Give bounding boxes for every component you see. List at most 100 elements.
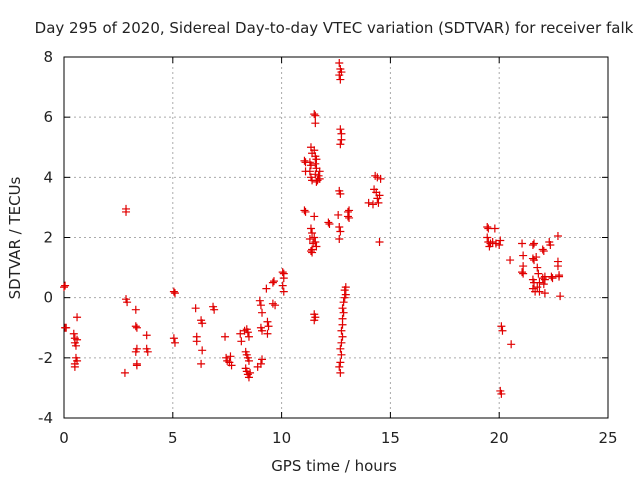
data-point: [170, 289, 179, 298]
data-point: [345, 206, 354, 215]
data-point: [263, 329, 272, 338]
data-point: [310, 212, 319, 221]
y-tick-label: 4: [43, 168, 53, 186]
data-point: [191, 304, 200, 313]
data-point: [336, 358, 345, 367]
data-point: [498, 326, 507, 335]
data-point: [364, 198, 373, 207]
data-point: [269, 277, 278, 286]
data-point: [528, 241, 537, 250]
data-point: [506, 256, 515, 265]
data-point: [300, 206, 309, 215]
data-point: [263, 317, 272, 326]
data-point: [308, 228, 317, 237]
data-point: [131, 305, 140, 314]
data-point: [142, 331, 151, 340]
data-point: [73, 356, 82, 365]
data-point: [337, 326, 346, 335]
data-point: [246, 368, 255, 377]
data-point: [540, 289, 549, 298]
data-point: [336, 140, 345, 149]
data-point: [335, 71, 344, 80]
data-point: [305, 167, 314, 176]
data-point: [69, 329, 78, 338]
data-point: [311, 111, 320, 120]
data-point: [73, 313, 82, 322]
data-point: [337, 350, 346, 359]
y-tick-label: -2: [38, 349, 53, 367]
data-point: [483, 222, 492, 231]
x-tick-label: 25: [598, 429, 617, 447]
data-point: [338, 320, 347, 329]
x-axis-label: GPS time / hours: [271, 457, 397, 475]
data-point: [197, 359, 206, 368]
data-point: [131, 322, 140, 331]
data-point: [340, 293, 349, 302]
data-point: [311, 159, 320, 168]
data-point: [518, 239, 527, 248]
data-point: [310, 233, 319, 242]
data-point: [132, 323, 141, 332]
data-point: [258, 355, 267, 364]
data-point: [556, 292, 565, 301]
data-point: [226, 352, 235, 361]
data-point: [534, 269, 543, 278]
data-point: [539, 280, 548, 289]
data-point: [315, 167, 324, 176]
data-point: [310, 316, 319, 325]
data-point: [533, 263, 542, 272]
data-point: [335, 59, 344, 68]
data-point: [538, 245, 547, 254]
data-point: [336, 344, 345, 353]
y-axis-label: SDTVAR / TECUs: [6, 176, 24, 299]
data-point: [143, 347, 152, 356]
data-point: [306, 247, 315, 256]
data-point: [518, 268, 527, 277]
data-point: [170, 338, 179, 347]
data-point: [300, 156, 309, 165]
data-point: [262, 284, 271, 293]
y-tick-label: 6: [43, 108, 53, 126]
data-points: [60, 59, 565, 398]
data-point: [308, 248, 317, 257]
data-point: [530, 239, 539, 248]
data-point: [236, 329, 245, 338]
data-point: [227, 361, 236, 370]
x-tick-label: 20: [490, 429, 509, 447]
data-point: [535, 287, 544, 296]
data-point: [169, 334, 178, 343]
data-point: [198, 319, 207, 328]
data-point: [310, 110, 319, 119]
data-point: [255, 296, 264, 305]
data-point: [539, 247, 548, 256]
data-point: [532, 253, 541, 262]
data-point: [312, 155, 321, 164]
data-point: [306, 161, 315, 170]
data-point: [338, 332, 347, 341]
data-point: [60, 283, 68, 292]
data-point: [336, 189, 345, 198]
data-point: [198, 346, 207, 355]
data-point: [237, 337, 246, 346]
data-point: [547, 272, 556, 281]
data-point: [519, 251, 528, 260]
y-tick-label: 0: [43, 289, 53, 307]
data-point: [375, 238, 384, 247]
data-point: [279, 287, 288, 296]
data-point: [553, 262, 562, 271]
data-point: [325, 219, 334, 228]
data-point: [315, 174, 324, 183]
data-point: [519, 262, 528, 271]
data-point: [497, 322, 506, 331]
x-tick-label: 0: [59, 429, 69, 447]
data-point: [306, 224, 315, 233]
data-point: [301, 207, 310, 216]
data-point: [244, 373, 253, 382]
data-point: [305, 235, 314, 244]
axis-ticks: 0 5 10 15 20 25 -4 -2 0 2 4 6 8: [38, 48, 618, 447]
data-point: [490, 224, 499, 233]
data-point: [548, 274, 557, 283]
data-point: [310, 146, 319, 155]
data-point: [210, 305, 219, 314]
